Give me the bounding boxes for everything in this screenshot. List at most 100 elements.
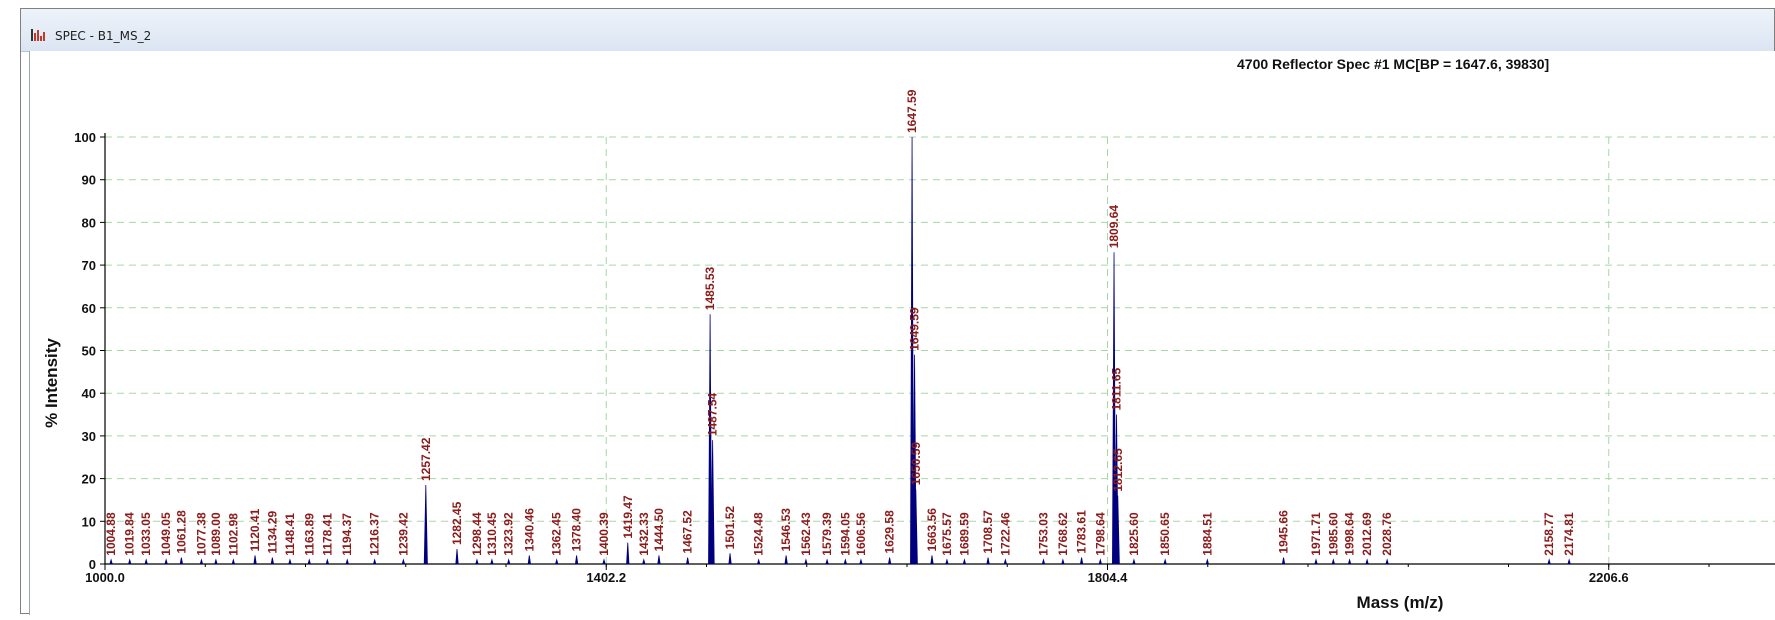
peak-label: 1134.29 xyxy=(265,511,279,554)
spectrum-peak xyxy=(455,549,459,565)
spectrum-peak xyxy=(728,553,732,565)
peak-label: 1884.51 xyxy=(1200,512,1214,556)
spectrum-peak xyxy=(1365,558,1369,565)
peak-label: 1004.88 xyxy=(104,512,118,556)
spectrum-peak xyxy=(127,558,132,565)
peak-label: 1340.46 xyxy=(522,508,536,552)
peak-label: 1971.71 xyxy=(1309,512,1323,556)
peak-label: 1945.66 xyxy=(1277,510,1291,554)
peak-label: 1985.60 xyxy=(1326,512,1340,556)
spectrum-peak xyxy=(1205,558,1210,565)
spectrum-peak xyxy=(1003,558,1008,565)
peak-label: 1487.54 xyxy=(706,392,720,436)
peak-label: 1298.44 xyxy=(470,512,484,556)
spectrum-peak xyxy=(270,557,275,565)
peak-label: 1649.59 xyxy=(908,307,922,351)
spectrum-peak xyxy=(642,558,646,565)
peak-label: 2174.81 xyxy=(1562,512,1576,556)
peak-label: 1650.59 xyxy=(909,442,923,486)
peak-label: 1419.47 xyxy=(621,495,635,539)
spectrum-trace xyxy=(109,136,1571,565)
peak-label: 1501.52 xyxy=(723,506,737,550)
peak-label: 1362.45 xyxy=(550,512,564,556)
spectrum-peak xyxy=(1314,558,1318,565)
peak-label: 1400.39 xyxy=(597,512,611,556)
spectrum-peak xyxy=(843,558,848,565)
spectrum-peak xyxy=(1163,558,1167,565)
x-tick-label: 1000.0 xyxy=(85,570,125,585)
y-axis-label: % Intensity xyxy=(42,338,61,428)
peak-label: 1120.41 xyxy=(248,508,262,551)
spectrum-peak xyxy=(401,558,406,565)
spectrum-peak xyxy=(475,558,479,565)
y-tick-label: 50 xyxy=(82,344,96,359)
peak-label: 1323.92 xyxy=(502,512,516,556)
peak-label: 1753.03 xyxy=(1036,512,1050,556)
spectrum-peak xyxy=(199,558,204,565)
spectrum-peak xyxy=(913,489,918,565)
y-tick-label: 70 xyxy=(82,258,96,273)
spectrum-peak xyxy=(708,314,713,565)
spectrum-peak xyxy=(825,558,829,565)
peak-label: 1647.59 xyxy=(905,89,919,133)
peak-label: 1194.37 xyxy=(340,513,354,556)
spectrum-peak xyxy=(345,558,349,565)
peak-label: 1178.41 xyxy=(320,513,334,556)
spectrum-peak xyxy=(1112,252,1117,565)
peak-label: 1216.37 xyxy=(368,512,382,556)
window-title: SPEC - B1_MS_2 xyxy=(55,29,152,43)
peak-label: 1675.57 xyxy=(940,512,954,556)
spectrum-peak xyxy=(602,558,606,565)
peak-label: 1998.64 xyxy=(1343,512,1357,556)
peak-label: 1163.89 xyxy=(302,513,316,556)
spectrum-peak xyxy=(685,557,690,565)
peak-label: 1239.42 xyxy=(396,512,410,556)
peak-label: 1606.56 xyxy=(854,512,868,556)
peak-label: 1825.60 xyxy=(1127,512,1141,556)
spectrum-peak xyxy=(1061,558,1065,565)
peak-label: 1783.61 xyxy=(1075,510,1089,554)
y-tick-label: 10 xyxy=(82,514,96,529)
window-titlebar[interactable]: SPEC - B1_MS_2 xyxy=(21,9,1774,52)
peak-label: 2158.77 xyxy=(1542,512,1556,556)
peak-label: 1310.45 xyxy=(485,512,499,556)
peak-label: 1033.05 xyxy=(139,512,153,556)
spectrum-peak xyxy=(1281,557,1286,565)
peak-label: 1850.65 xyxy=(1158,512,1172,556)
tick-labels: 0 10 20 30 40 50 60 70 80 90 100 1000.0 1402.2 1804.4… xyxy=(74,130,1628,585)
peak-label: 1102.98 xyxy=(226,513,240,556)
spectrum-peak xyxy=(1041,558,1046,565)
peak-label: 1579.39 xyxy=(820,512,834,556)
peak-label: 1798.64 xyxy=(1093,512,1107,556)
peak-label: 1257.42 xyxy=(419,437,433,481)
spectrum-peak xyxy=(1132,558,1136,565)
y-tick-label: 90 xyxy=(82,173,96,188)
spectrum-peak xyxy=(490,558,494,565)
spectrum-peak xyxy=(945,558,949,565)
peak-label: 1722.46 xyxy=(998,512,1012,556)
peak-label: 1811.65 xyxy=(1110,368,1124,411)
x-tick-label: 2206.6 xyxy=(1589,570,1629,585)
peak-label: 1061.28 xyxy=(174,510,188,554)
peak-label: 1629.58 xyxy=(883,510,897,554)
spectrum-peak xyxy=(554,558,559,565)
spectrum-peak xyxy=(657,555,661,565)
axes xyxy=(100,133,1775,570)
peak-label: 1089.00 xyxy=(209,512,223,556)
spectrum-peak xyxy=(527,555,531,565)
peak-label: 1148.41 xyxy=(283,513,297,556)
peak-label: 1282.45 xyxy=(450,501,464,545)
y-tick-label: 60 xyxy=(82,301,96,316)
spectrum-peak xyxy=(288,558,292,565)
spectrum-peak xyxy=(574,555,579,565)
y-tick-label: 20 xyxy=(82,472,96,487)
spectrum-peak xyxy=(144,558,148,565)
peak-label: 1546.53 xyxy=(779,508,793,552)
y-tick-label: 100 xyxy=(74,130,96,145)
x-tick-label: 1804.4 xyxy=(1088,570,1129,585)
spectrum-peak xyxy=(253,555,257,565)
spectrum-peak xyxy=(506,558,511,565)
spectrum-peak xyxy=(1347,558,1352,565)
spectrum-header: 4700 Reflector Spec #1 MC[BP = 1647.6, 3… xyxy=(1237,56,1549,72)
